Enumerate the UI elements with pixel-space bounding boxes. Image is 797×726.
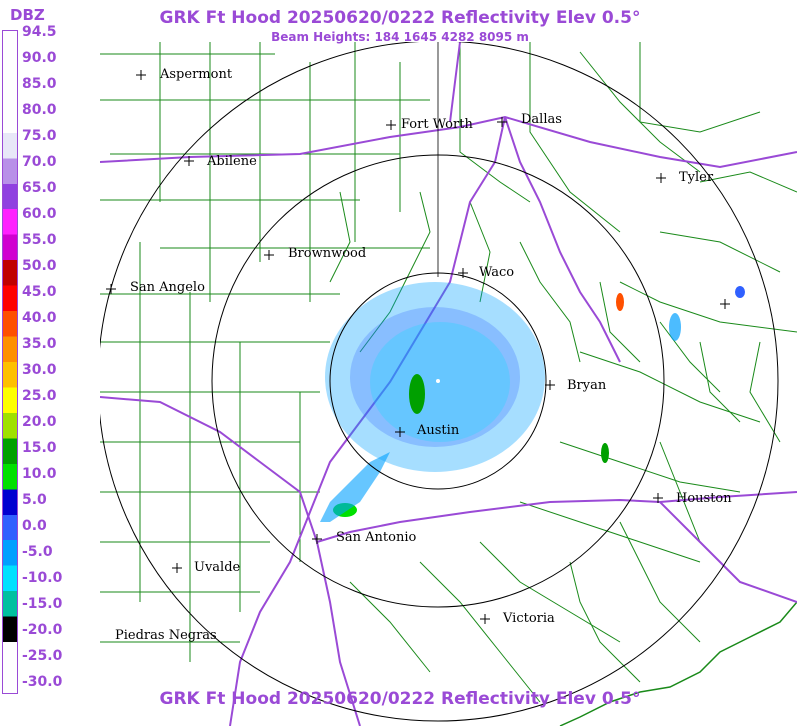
legend-level-label: 35.0: [22, 336, 57, 352]
legend-level-label: -20.0: [22, 622, 63, 638]
legend-level-label: 20.0: [22, 414, 57, 430]
city-label-tyler: Tyler: [679, 170, 714, 185]
legend-level-label: 10.0: [22, 466, 57, 482]
highways: [100, 42, 797, 726]
legend-level-label: 15.0: [22, 440, 57, 456]
legend-level-label: 90.0: [22, 50, 57, 66]
legend-level-label: -15.0: [22, 596, 63, 612]
city-label-houston: Houston: [676, 491, 732, 506]
city-label-piedras-negras: Piedras Negras: [115, 628, 217, 643]
city-label-abilene: Abilene: [207, 154, 257, 169]
legend-unit: DBZ: [10, 6, 45, 24]
legend-color-bar: [2, 30, 18, 694]
city-label-bryan: Bryan: [567, 378, 607, 393]
legend-level-label: 85.0: [22, 76, 57, 92]
legend-level-label: -5.0: [22, 544, 53, 560]
legend-level-label: 80.0: [22, 102, 57, 118]
color-legend: DBZ 94.5 90.0 85.0 80.0 75.0 70.0 65.0 60.0 55.0…: [0, 0, 100, 726]
legend-level-label: -30.0: [22, 674, 63, 690]
legend-level-label: 70.0: [22, 154, 57, 170]
legend-level-label: 30.0: [22, 362, 57, 378]
legend-level-label: 94.5: [22, 24, 57, 40]
city-label-waco: Waco: [479, 265, 515, 280]
legend-level-label: 50.0: [22, 258, 57, 274]
legend-level-label: 55.0: [22, 232, 57, 248]
city-markers: [106, 70, 730, 624]
map-footer-title: GRK Ft Hood 20250620/0222 Reflectivity E…: [159, 689, 641, 709]
county-boundaries: [100, 42, 797, 703]
legend-level-label: -10.0: [22, 570, 63, 586]
city-label-austin: Austin: [417, 423, 460, 438]
legend-level-label: 65.0: [22, 180, 57, 196]
city-label-san-angelo: San Angelo: [130, 280, 205, 295]
legend-level-label: 45.0: [22, 284, 57, 300]
city-label-dallas: Dallas: [521, 112, 562, 127]
legend-level-label: 25.0: [22, 388, 57, 404]
map-title: GRK Ft Hood 20250620/0222 Reflectivity E…: [159, 8, 641, 28]
city-label-san-antonio: San Antonio: [336, 530, 417, 545]
city-label-brownwood: Brownwood: [288, 246, 367, 261]
city-label-victoria: Victoria: [503, 611, 555, 626]
legend-level-label: 75.0: [22, 128, 57, 144]
legend-level-label: 60.0: [22, 206, 57, 222]
legend-level-label: -25.0: [22, 648, 63, 664]
radar-map: [100, 42, 797, 726]
legend-level-label: 40.0: [22, 310, 57, 326]
city-label-uvalde: Uvalde: [194, 560, 241, 575]
radar-site-marker: [436, 379, 440, 383]
legend-level-label: 0.0: [22, 518, 47, 534]
coastline: [559, 601, 797, 726]
beam-heights: Beam Heights: 184 1645 4282 8095 m: [271, 30, 529, 44]
reflectivity-echoes: [320, 282, 745, 522]
range-rings: [100, 42, 779, 722]
city-label-fort-worth: Fort Worth: [401, 117, 473, 132]
legend-level-label: 5.0: [22, 492, 47, 508]
city-label-aspermont: Aspermont: [160, 67, 233, 82]
